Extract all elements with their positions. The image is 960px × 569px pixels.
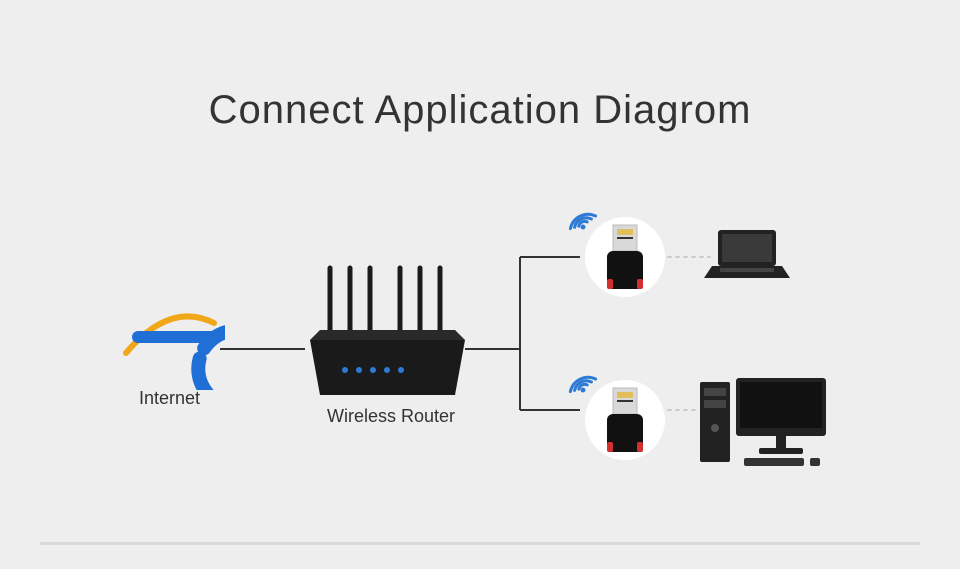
desktop-icon xyxy=(682,360,862,500)
bottom-rule xyxy=(40,542,920,545)
usb-adapter-icon xyxy=(545,197,685,317)
router-icon xyxy=(290,240,490,400)
usb-adapter-icon xyxy=(545,360,685,480)
internet-label: Internet xyxy=(139,388,200,409)
laptop-icon xyxy=(702,220,822,310)
router-label: Wireless Router xyxy=(327,406,455,427)
page-title: Connect Application Diagrom xyxy=(0,88,960,133)
internet-icon xyxy=(115,280,225,390)
